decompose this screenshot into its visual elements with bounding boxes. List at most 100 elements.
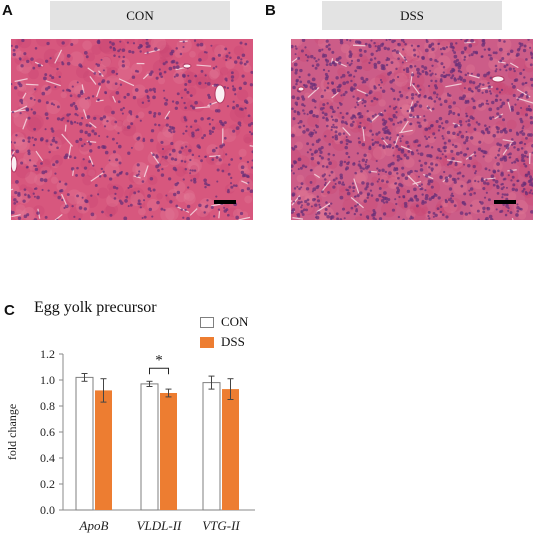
nucleus-dot xyxy=(504,130,508,134)
nucleus-dot xyxy=(156,200,160,205)
nucleus-dot xyxy=(63,155,68,160)
nucleus-dot xyxy=(415,93,418,96)
nucleus-dot xyxy=(529,63,533,67)
nucleus-dot xyxy=(409,113,413,117)
nucleus-dot xyxy=(234,60,238,64)
nucleus-dot xyxy=(457,177,460,180)
nucleus-dot xyxy=(223,206,226,209)
nucleus-dot xyxy=(159,72,163,76)
nucleus-dot xyxy=(204,74,207,77)
nucleus-dot xyxy=(378,83,381,86)
cytoplasm-patch xyxy=(35,39,51,47)
nucleus-dot xyxy=(410,150,414,154)
nucleus-dot xyxy=(378,143,382,147)
nucleus-dot xyxy=(382,66,386,71)
cytoplasm-patch xyxy=(506,170,519,182)
cytoplasm-patch xyxy=(349,119,363,133)
nucleus-dot xyxy=(426,153,430,158)
nucleus-dot xyxy=(414,65,417,68)
cytoplasm-patch xyxy=(367,146,382,161)
nucleus-dot xyxy=(419,88,422,91)
nucleus-dot xyxy=(44,170,48,173)
nucleus-dot xyxy=(174,158,178,162)
nucleus-dot xyxy=(340,76,343,79)
nucleus-dot xyxy=(429,179,434,184)
nucleus-dot xyxy=(153,111,157,116)
nucleus-dot xyxy=(228,163,231,166)
cytoplasm-patch xyxy=(131,63,143,75)
cytoplasm-patch xyxy=(213,147,224,158)
nucleus-dot xyxy=(115,91,120,95)
cytoplasm-patch xyxy=(28,114,44,131)
nucleus-dot xyxy=(325,44,329,48)
cytoplasm-patch xyxy=(186,161,200,175)
nucleus-dot xyxy=(116,173,120,177)
nucleus-dot xyxy=(235,126,240,131)
nucleus-dot xyxy=(300,206,303,209)
nucleus-dot xyxy=(397,215,401,219)
nucleus-dot xyxy=(454,163,458,167)
nucleus-dot xyxy=(326,214,330,219)
nucleus-dot xyxy=(304,46,307,49)
cytoplasm-patch xyxy=(69,51,84,67)
nucleus-dot xyxy=(424,135,427,138)
nucleus-dot xyxy=(469,136,474,140)
nucleus-dot xyxy=(459,151,463,155)
nucleus-dot xyxy=(505,69,508,72)
nucleus-dot xyxy=(438,125,442,129)
nucleus-dot xyxy=(186,204,191,209)
nucleus-dot xyxy=(141,216,144,220)
cytoplasm-patch xyxy=(67,207,83,220)
nucleus-dot xyxy=(412,48,416,52)
nucleus-dot xyxy=(342,93,346,97)
nucleus-dot xyxy=(169,51,174,56)
sinusoid-streak xyxy=(352,44,366,47)
nucleus-dot xyxy=(15,179,19,184)
nucleus-dot xyxy=(430,185,434,189)
nucleus-dot xyxy=(36,211,40,215)
nucleus-dot xyxy=(240,189,245,193)
nucleus-dot xyxy=(395,190,400,195)
sinusoid-streak xyxy=(502,139,515,143)
nucleus-dot xyxy=(381,89,386,93)
nucleus-dot xyxy=(303,112,306,115)
nucleus-dot xyxy=(376,141,380,144)
nucleus-dot xyxy=(172,65,176,69)
nucleus-dot xyxy=(427,182,431,186)
nucleus-dot xyxy=(54,85,57,89)
cytoplasm-patch xyxy=(23,150,39,166)
nucleus-dot xyxy=(160,207,164,211)
nucleus-dot xyxy=(43,76,47,81)
legend-item-dss: DSS xyxy=(200,332,248,352)
cytoplasm-patch xyxy=(179,143,193,156)
nucleus-dot xyxy=(181,73,186,78)
nucleus-dot xyxy=(176,92,180,96)
nucleus-dot xyxy=(12,48,16,52)
nucleus-dot xyxy=(459,123,463,127)
nucleus-dot xyxy=(226,213,230,217)
nucleus-dot xyxy=(191,169,194,172)
nucleus-dot xyxy=(301,39,306,43)
nucleus-dot xyxy=(359,121,362,125)
nucleus-dot xyxy=(174,106,178,110)
nucleus-dot xyxy=(342,181,345,184)
nucleus-dot xyxy=(492,183,496,187)
nucleus-dot xyxy=(174,168,178,172)
nucleus-dot xyxy=(378,217,383,220)
nucleus-dot xyxy=(50,143,53,146)
nucleus-dot xyxy=(335,126,338,129)
nucleus-dot xyxy=(518,96,521,99)
cytoplasm-patch xyxy=(349,41,362,54)
nucleus-dot xyxy=(190,179,193,182)
nucleus-dot xyxy=(58,189,62,193)
nucleus-dot xyxy=(354,69,358,73)
cytoplasm-patch xyxy=(130,192,145,207)
sinusoid-streak xyxy=(411,83,420,95)
nucleus-dot xyxy=(352,189,355,193)
nucleus-dot xyxy=(529,133,533,137)
nucleus-dot xyxy=(27,194,30,197)
nucleus-dot xyxy=(431,47,435,51)
nucleus-dot xyxy=(310,152,314,156)
nucleus-dot xyxy=(300,200,303,204)
nucleus-dot xyxy=(215,65,218,68)
